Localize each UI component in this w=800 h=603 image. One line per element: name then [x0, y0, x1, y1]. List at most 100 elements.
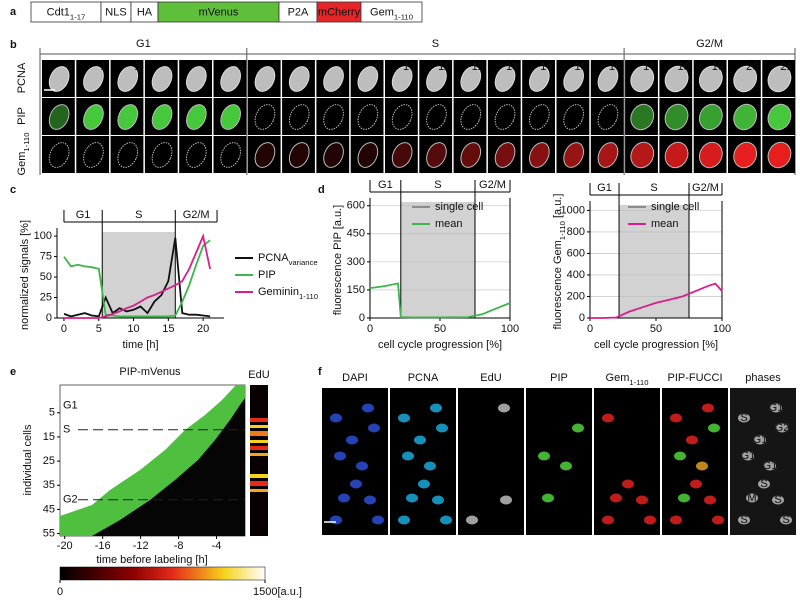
construct-label: P2A — [288, 6, 309, 18]
legend-label-text: single cell — [651, 201, 699, 213]
y-axis-label-text: fluorescence PIP [a.u.] — [332, 205, 344, 315]
nucleus — [414, 435, 426, 445]
cell — [254, 66, 276, 92]
x-tick-label: -4 — [212, 540, 222, 552]
frame-number: 2 — [135, 61, 141, 73]
phase-mark: S — [782, 514, 789, 526]
nucleus — [622, 479, 634, 489]
cell — [254, 104, 276, 130]
y-tick-label: 800 — [567, 226, 585, 238]
nucleus — [702, 403, 714, 413]
y-tick-label: 450 — [347, 228, 365, 240]
nucleus — [738, 515, 750, 525]
image-tile — [453, 98, 487, 135]
cell — [186, 104, 207, 130]
phase-label: G2/M — [183, 209, 210, 221]
cell — [220, 104, 241, 130]
y-tick-label: 600 — [347, 200, 365, 212]
cell — [698, 141, 723, 169]
channel-title: EdU — [480, 372, 501, 384]
construct-label-text: Gem — [370, 6, 394, 18]
y-tick-label: 400 — [567, 269, 585, 281]
cell — [733, 103, 758, 131]
nucleus — [636, 495, 648, 505]
image-tile — [522, 98, 555, 135]
nucleus — [746, 493, 758, 503]
cell — [597, 66, 619, 92]
y-tick-label: 45 — [43, 503, 55, 515]
image-tile — [247, 98, 281, 135]
frame-number: 13 — [506, 61, 518, 73]
construct-label-text: mCherry — [318, 6, 361, 18]
row-label: Gem1-110 — [16, 133, 31, 176]
channel-title-text: EdU — [480, 372, 501, 384]
row-label-text: PIP — [16, 107, 28, 125]
legend-label-text: mean — [435, 218, 463, 230]
channel-title-text: DAPI — [342, 372, 368, 384]
phase-mark: S — [760, 478, 767, 490]
frame-number: 9 — [375, 61, 381, 73]
phase-mark: M — [747, 492, 756, 504]
frame-number: 18 — [677, 61, 689, 73]
nucleus — [398, 413, 410, 423]
colorbar — [59, 566, 266, 581]
legend-label: PCNAvariance — [258, 252, 318, 267]
cell — [186, 66, 207, 92]
y-tick-label: 300 — [347, 256, 365, 268]
frame-number: 10 — [403, 61, 415, 73]
cell — [563, 142, 584, 168]
phase-mark: S — [740, 514, 747, 526]
x-tick-label: 5 — [96, 323, 102, 335]
nucleus — [372, 515, 384, 525]
cell — [357, 66, 379, 92]
x-tick-label: 0 — [367, 323, 373, 335]
construct-label: mCherry — [318, 6, 361, 18]
micrograph — [594, 388, 660, 535]
cell — [117, 104, 139, 130]
nucleus — [436, 423, 448, 433]
nucleus — [758, 479, 770, 489]
construct-label-text: NLS — [105, 6, 126, 18]
micrograph — [730, 388, 796, 535]
phase-row-label: G1 — [63, 399, 78, 411]
nucleus — [674, 451, 686, 461]
legend-label-text: Geminin — [258, 286, 299, 298]
cell — [630, 65, 655, 93]
cell — [186, 142, 207, 168]
y-tick-label: 0 — [359, 312, 365, 324]
nucleus — [742, 451, 754, 461]
phase-label: S — [434, 179, 441, 191]
cell — [357, 104, 379, 130]
x-tick-label: 15 — [162, 323, 174, 335]
x-tick-label: -8 — [174, 540, 184, 552]
x-axis-label: cell cycle progression [%] — [594, 339, 718, 351]
nucleus — [704, 495, 716, 505]
x-tick-label: 50 — [650, 323, 662, 335]
legend-label: PIP — [258, 269, 276, 281]
series-line — [590, 282, 723, 319]
phase-shade — [102, 232, 176, 318]
panel-label: a — [10, 6, 17, 18]
cell — [323, 66, 344, 92]
cell — [391, 104, 413, 130]
cell — [529, 66, 550, 92]
nucleus — [770, 403, 782, 413]
cell — [323, 104, 344, 130]
legend-label: single cell — [651, 201, 699, 213]
cell — [288, 66, 310, 92]
phase-mark: G1 — [753, 434, 768, 446]
frame-number: 3 — [169, 61, 175, 73]
phase-label: G1 — [136, 38, 151, 50]
y-tick-label: 200 — [567, 290, 585, 302]
nucleus — [644, 515, 656, 525]
panel-label: b — [10, 39, 17, 51]
image-tile — [556, 98, 590, 135]
micrograph — [390, 388, 456, 535]
construct-label-text: HA — [137, 6, 153, 18]
channel-title: PCNA — [408, 372, 439, 384]
image-tile — [76, 136, 110, 173]
y-axis-label-sub: 1-110 — [558, 221, 567, 240]
frame-number: 21 — [780, 61, 792, 73]
nucleus — [430, 403, 442, 413]
channel-title: DAPI — [342, 372, 368, 384]
